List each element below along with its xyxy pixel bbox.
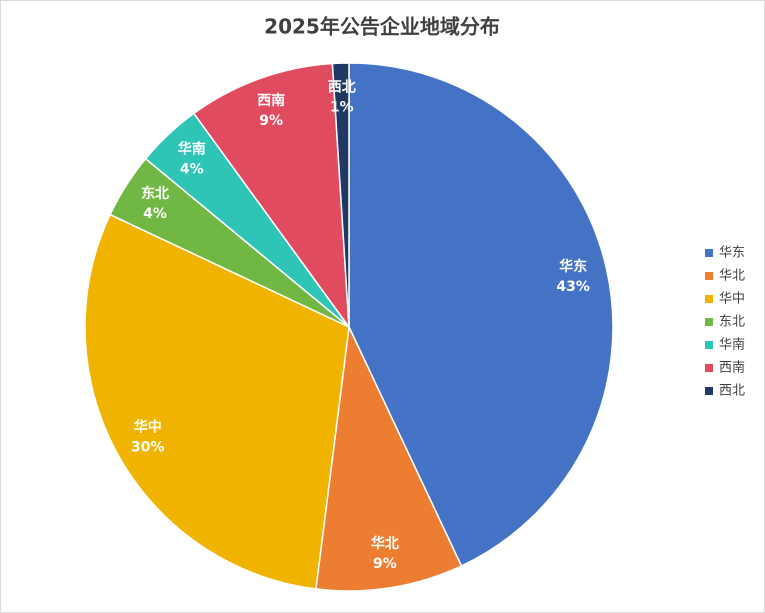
legend-swatch [705, 272, 713, 280]
slice-label-value: 4% [143, 206, 167, 222]
pie-slice [84, 213, 350, 590]
legend-swatch [705, 341, 713, 349]
slice-label-name: 华中 [134, 419, 162, 436]
pie-slice [348, 62, 614, 567]
pie-slice [331, 62, 350, 328]
legend-swatch [705, 318, 713, 326]
slice-label-value: 30% [131, 440, 165, 456]
slice-label-name: 西北 [328, 79, 356, 95]
chart-title: 2025年公告企业地域分布 [264, 15, 500, 39]
legend-label: 华东 [719, 246, 745, 261]
slice-label-value: 4% [180, 162, 204, 178]
legend-label: 西北 [719, 384, 745, 399]
legend-swatch [705, 249, 713, 257]
slice-label-value: 43% [556, 279, 590, 295]
slice-label-value: 9% [373, 556, 397, 572]
slice-label-value: 1% [330, 99, 354, 115]
pie-slice [192, 62, 350, 330]
legend-label: 华北 [719, 269, 745, 284]
legend-label: 华中 [719, 292, 745, 307]
slice-label-value: 9% [259, 113, 283, 129]
legend-label: 华南 [719, 337, 745, 353]
legend-swatch [705, 295, 713, 303]
legend-label: 东北 [719, 315, 745, 330]
slice-label-name: 西南 [257, 92, 285, 109]
legend-swatch [705, 387, 713, 395]
slice-label-name: 华北 [371, 535, 399, 552]
pie-slice [315, 324, 463, 592]
legend-label: 西南 [719, 360, 745, 376]
slice-label-name: 华南 [178, 141, 206, 158]
slice-label-name: 东北 [141, 185, 169, 202]
slice-label-name: 华东 [559, 258, 587, 275]
legend-swatch [705, 364, 713, 372]
